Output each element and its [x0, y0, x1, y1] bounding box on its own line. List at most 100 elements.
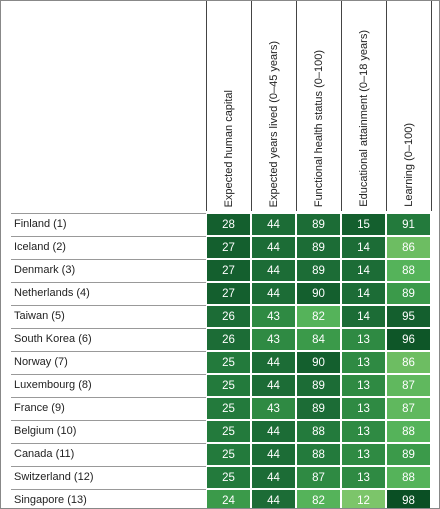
value-cell-text: 13: [357, 471, 370, 484]
row-divider: [11, 420, 206, 421]
value-cell-text: 13: [357, 356, 370, 369]
value-cell-text: 89: [312, 241, 325, 254]
value-cell-text: 26: [222, 310, 235, 323]
value-cell-text: 27: [222, 264, 235, 277]
value-cell-text: 82: [312, 494, 325, 507]
value-cell: 13: [342, 375, 385, 396]
value-cell: 13: [342, 444, 385, 465]
value-cell: 88: [297, 421, 340, 442]
value-cell-text: 13: [357, 402, 370, 415]
value-cell: 89: [297, 237, 340, 258]
value-cell: 88: [387, 467, 430, 488]
value-cell-text: 91: [402, 218, 415, 231]
value-cell: 90: [297, 352, 340, 373]
row-divider: [11, 282, 206, 283]
value-cell-text: 98: [402, 494, 415, 507]
row-label: Belgium (10): [14, 425, 76, 437]
value-cell-text: 88: [402, 471, 415, 484]
value-cell: 26: [207, 306, 250, 327]
value-cell: 13: [342, 329, 385, 350]
row-label: France (9): [14, 402, 65, 414]
value-cell: 84: [297, 329, 340, 350]
value-cell-text: 84: [312, 333, 325, 346]
row-label: Switzerland (12): [14, 471, 93, 483]
value-cell-text: 44: [267, 241, 280, 254]
value-cell: 44: [252, 283, 295, 304]
value-cell: 25: [207, 375, 250, 396]
row-divider: [11, 374, 206, 375]
value-cell: 14: [342, 306, 385, 327]
row-divider: [11, 351, 206, 352]
value-cell: 25: [207, 398, 250, 419]
value-cell: 15: [342, 214, 385, 235]
column-divider: [296, 1, 297, 211]
value-cell-text: 12: [357, 494, 370, 507]
value-cell: 95: [387, 306, 430, 327]
value-cell: 82: [297, 306, 340, 327]
value-cell-text: 87: [312, 471, 325, 484]
value-cell-text: 44: [267, 356, 280, 369]
row-label-text: Canada (11): [14, 448, 75, 460]
value-cell: 26: [207, 329, 250, 350]
value-cell-text: 44: [267, 379, 280, 392]
value-cell: 44: [252, 421, 295, 442]
column-header: Educational attainment (0–18 years): [341, 5, 386, 207]
row-divider: [11, 305, 206, 306]
row-label-text: Switzerland (12): [14, 471, 94, 483]
value-cell: 44: [252, 237, 295, 258]
value-cell-text: 14: [357, 310, 370, 323]
value-cell: 44: [252, 375, 295, 396]
column-divider: [206, 1, 207, 211]
value-cell-text: 89: [312, 218, 325, 231]
value-cell-text: 88: [312, 448, 325, 461]
column-divider: [251, 1, 252, 211]
value-cell: 89: [387, 444, 430, 465]
value-cell-text: 87: [402, 402, 415, 415]
row-label: Taiwan (5): [14, 310, 65, 322]
row-label-text: Belgium (10): [14, 425, 77, 437]
row-label: Singapore (13): [14, 494, 87, 506]
value-cell: 14: [342, 260, 385, 281]
value-cell: 28: [207, 214, 250, 235]
value-cell: 27: [207, 237, 250, 258]
row-label-text: France (9): [14, 402, 65, 414]
value-cell-text: 28: [222, 218, 235, 231]
value-cell-text: 89: [312, 264, 325, 277]
value-cell: 44: [252, 444, 295, 465]
value-cell-text: 25: [222, 402, 235, 415]
value-cell: 82: [297, 490, 340, 508]
value-cell-text: 26: [222, 333, 235, 346]
value-cell: 89: [297, 260, 340, 281]
value-cell-text: 43: [267, 402, 280, 415]
column-header: Expected human capital: [206, 5, 251, 207]
value-cell-text: 24: [222, 494, 235, 507]
row-label-text: Norway (7): [14, 356, 68, 368]
row-label-text: Denmark (3): [14, 264, 76, 276]
value-cell: 89: [297, 398, 340, 419]
value-cell: 44: [252, 214, 295, 235]
value-cell: 43: [252, 306, 295, 327]
value-cell-text: 27: [222, 241, 235, 254]
value-cell: 87: [387, 375, 430, 396]
value-cell: 44: [252, 352, 295, 373]
value-cell-text: 25: [222, 448, 235, 461]
value-cell-text: 25: [222, 471, 235, 484]
value-cell-text: 44: [267, 494, 280, 507]
column-divider: [386, 1, 387, 211]
row-divider: [11, 259, 206, 260]
value-cell-text: 14: [357, 264, 370, 277]
value-cell-text: 27: [222, 287, 235, 300]
column-header: Functional health status (0–100): [296, 5, 341, 207]
value-cell: 13: [342, 421, 385, 442]
value-cell: 96: [387, 329, 430, 350]
row-label-text: Netherlands (4): [14, 287, 90, 299]
value-cell-text: 90: [312, 287, 325, 300]
value-cell-text: 88: [402, 425, 415, 438]
row-label-text: Singapore (13): [14, 494, 87, 506]
value-cell: 25: [207, 467, 250, 488]
row-label-text: Taiwan (5): [14, 310, 65, 322]
value-cell: 88: [387, 421, 430, 442]
row-label-text: Iceland (2): [14, 241, 66, 253]
value-cell: 86: [387, 352, 430, 373]
value-cell: 27: [207, 260, 250, 281]
